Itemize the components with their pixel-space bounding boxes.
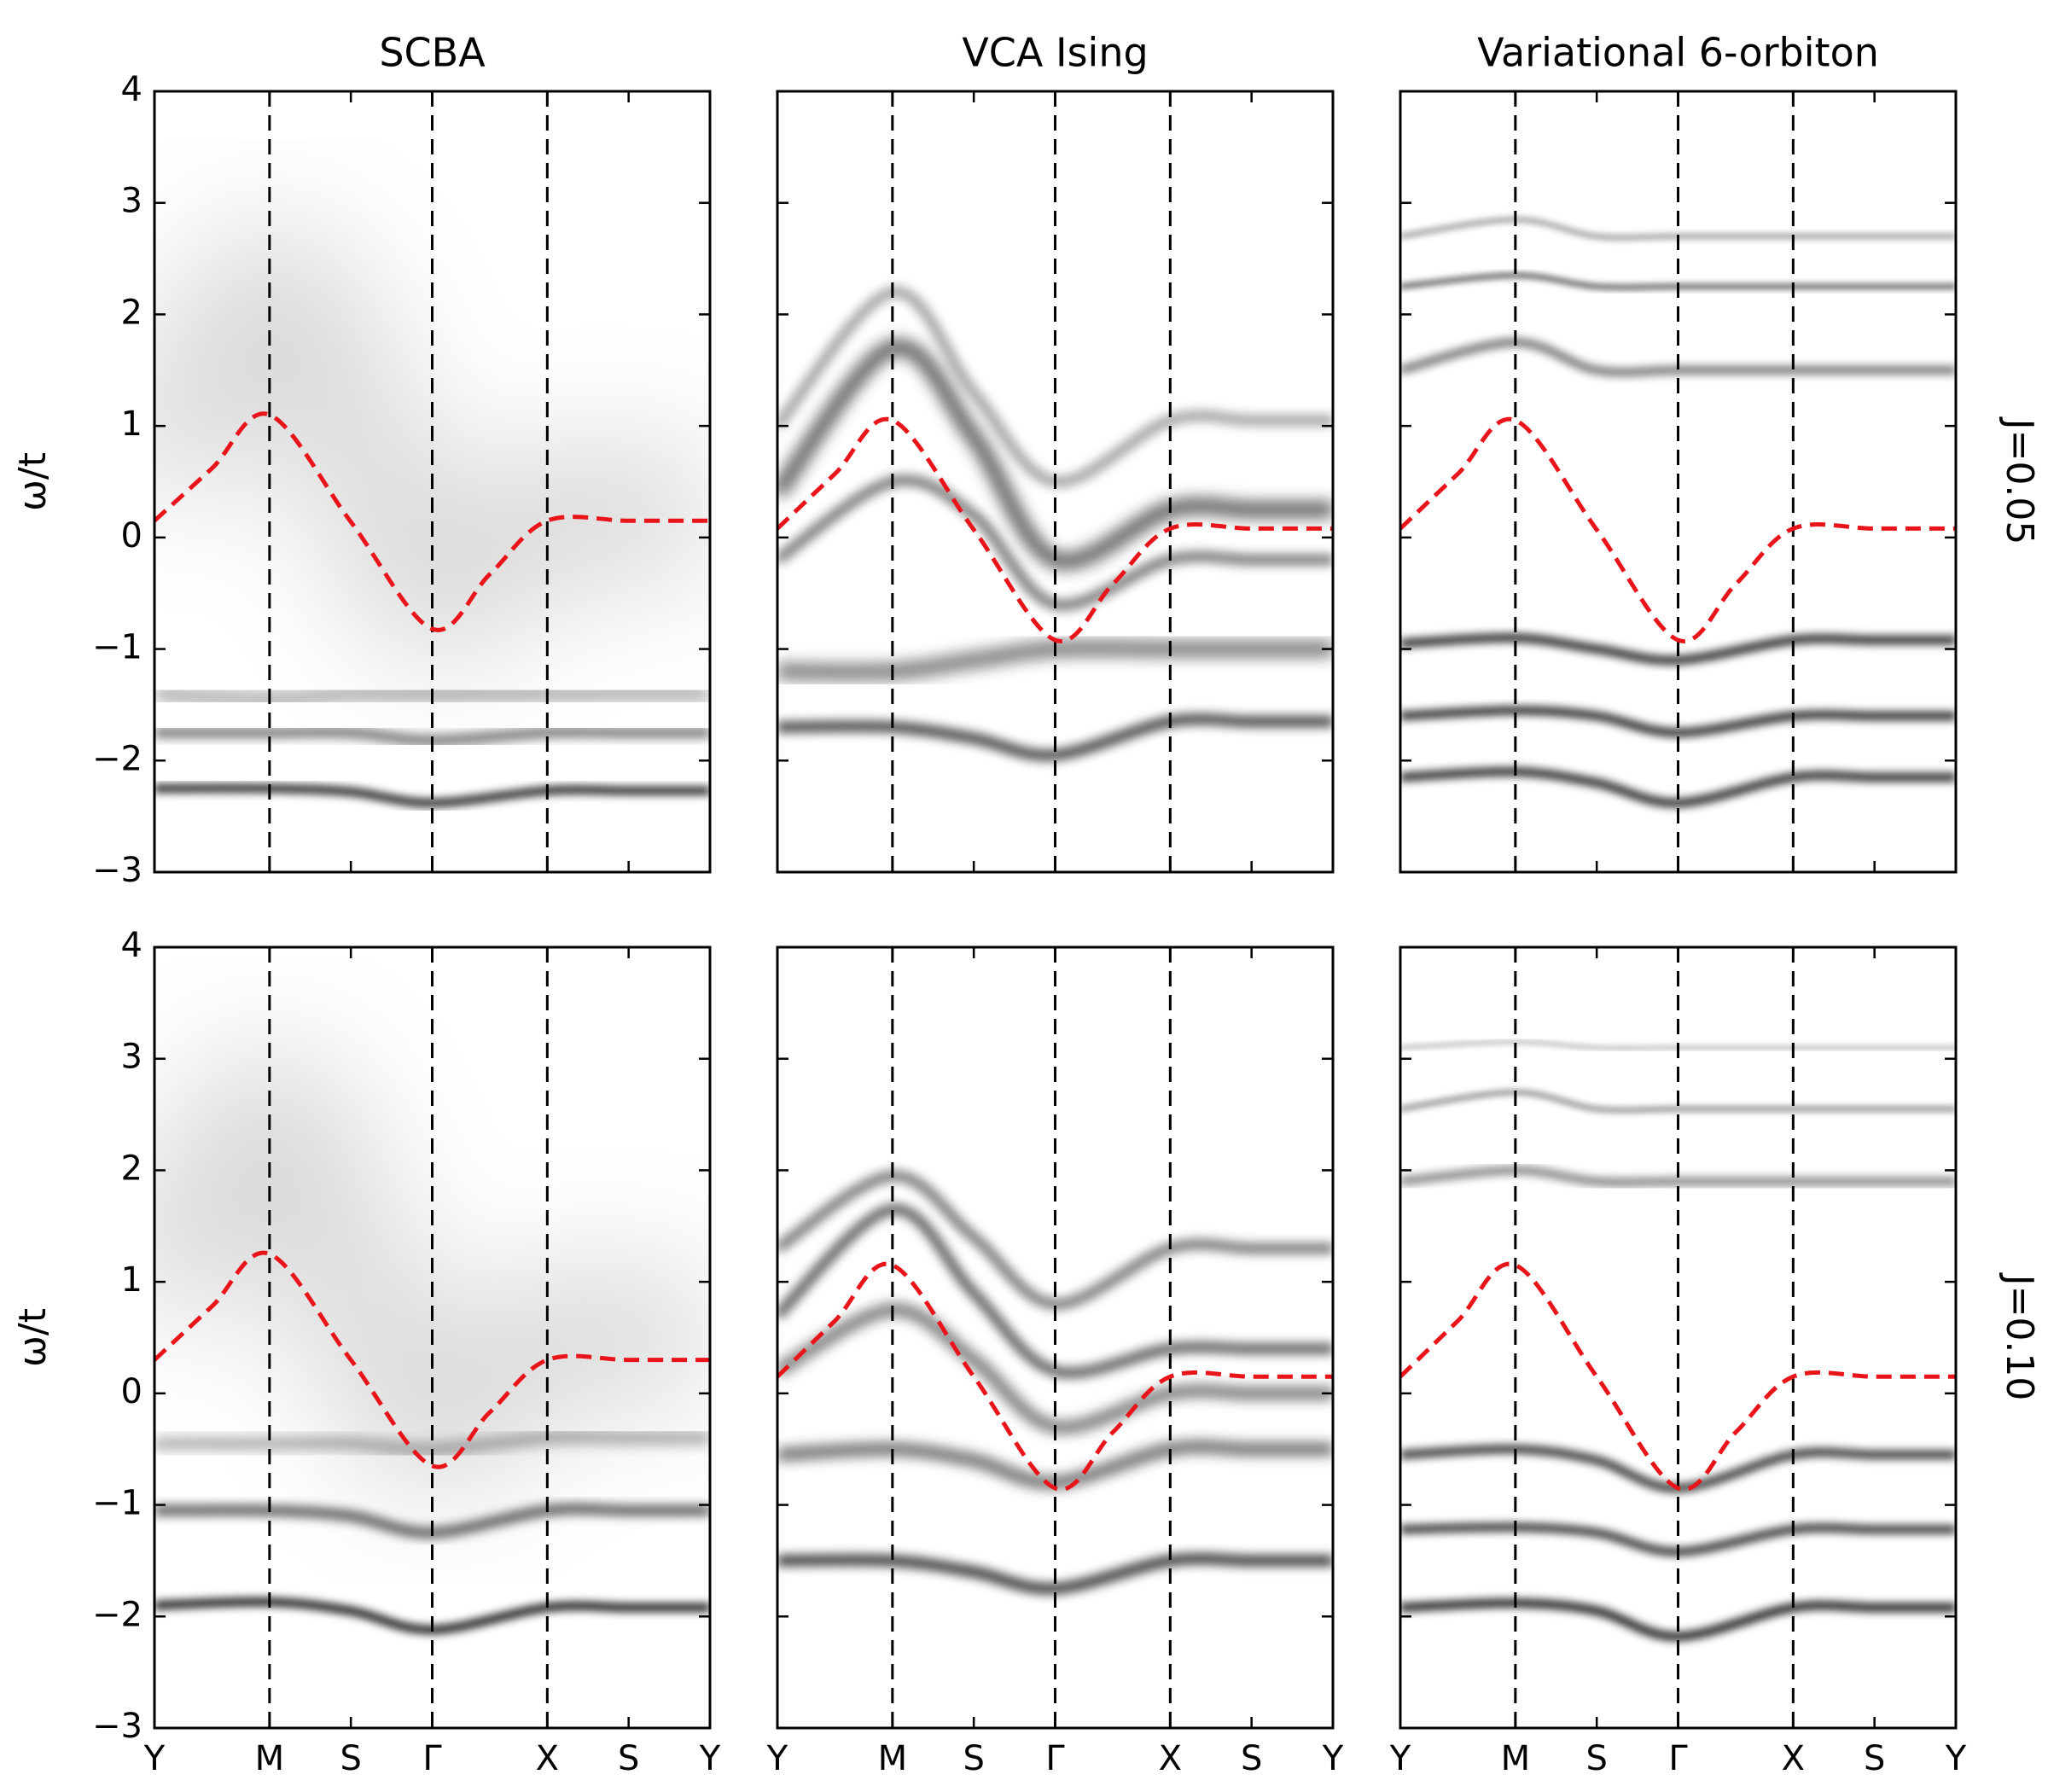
spectral-band xyxy=(777,286,1333,488)
y-tick-label: 2 xyxy=(121,293,143,332)
y-tick-label: −3 xyxy=(92,1707,143,1746)
plot-area xyxy=(777,91,1333,872)
panel: Y M S Γ X S Y J=0.10 xyxy=(1389,945,2041,1778)
y-tick-label: −2 xyxy=(92,739,143,778)
y-tick-label: −3 xyxy=(92,851,143,890)
plot-area xyxy=(777,947,1333,1728)
dispersion-line xyxy=(154,1250,710,1469)
spectral-band xyxy=(1400,1089,1956,1114)
dispersion-line xyxy=(1400,416,1956,643)
spectral-band xyxy=(777,713,1333,761)
y-tick-label: 0 xyxy=(121,1372,143,1411)
spectral-band xyxy=(1400,633,1956,666)
y-tick-label: 3 xyxy=(121,182,143,221)
x-tick-label: Y xyxy=(1389,1739,1411,1778)
x-tick-label: X xyxy=(1159,1739,1182,1778)
y-tick-label: 1 xyxy=(121,404,143,444)
spectral-band xyxy=(777,1302,1333,1434)
x-tick-label: S xyxy=(1241,1739,1262,1778)
spectral-band xyxy=(1400,706,1956,737)
spectral-band xyxy=(777,1552,1333,1595)
x-tick-label: Y xyxy=(699,1739,721,1778)
row-label: J=0.10 xyxy=(1998,1272,2041,1401)
x-tick-label: Γ xyxy=(1668,1739,1688,1778)
y-tick-label: 4 xyxy=(121,70,143,109)
spectral-band xyxy=(1400,767,1956,808)
x-tick-label: Y xyxy=(1945,1739,1967,1778)
x-tick-label: Γ xyxy=(1045,1739,1065,1778)
y-axis-label: ω/t xyxy=(11,1308,55,1367)
x-tick-label: M xyxy=(878,1739,908,1778)
panel: Variational 6-orbiton J=0.05 xyxy=(1399,30,2041,874)
panel: −3 −2 −1 0 1 2 3 4 SCBA ω/t xyxy=(11,30,712,890)
y-tick-label: 3 xyxy=(121,1038,143,1077)
spectral-band xyxy=(1400,337,1956,377)
plot-area xyxy=(154,947,710,1728)
panel-title: SCBA xyxy=(379,30,486,76)
x-tick-label: S xyxy=(1864,1739,1885,1778)
y-tick-label: −2 xyxy=(92,1595,143,1634)
panel-title: Variational 6-orbiton xyxy=(1477,30,1879,76)
spectral-band xyxy=(154,783,710,808)
y-axis-label: ω/t xyxy=(11,452,55,511)
panel: −3 −2 −1 0 1 2 3 4 Y M S Γ X S Yω/t xyxy=(11,926,721,1778)
spectral-band xyxy=(777,474,1333,611)
x-tick-label: Γ xyxy=(422,1739,442,1778)
dispersion-line xyxy=(777,1261,1333,1492)
y-tick-label: −1 xyxy=(92,628,143,667)
x-tick-label: X xyxy=(1782,1739,1805,1778)
dispersion-line xyxy=(154,411,710,632)
y-tick-label: 1 xyxy=(121,1260,143,1300)
x-tick-label: S xyxy=(618,1739,639,1778)
spectral-band xyxy=(777,338,1333,570)
x-tick-label: X xyxy=(536,1739,559,1778)
x-tick-label: Y xyxy=(766,1739,788,1778)
x-tick-label: Y xyxy=(1322,1739,1344,1778)
x-tick-label: S xyxy=(340,1739,361,1778)
panel-title: VCA Ising xyxy=(962,30,1148,76)
x-tick-label: S xyxy=(1585,1739,1607,1778)
spectral-band xyxy=(154,224,710,662)
y-tick-label: −1 xyxy=(92,1484,143,1523)
y-tick-label: 0 xyxy=(121,516,143,556)
spectral-band xyxy=(777,1203,1333,1379)
row-label: J=0.05 xyxy=(1998,416,2041,545)
spectral-band xyxy=(777,1170,1333,1310)
x-tick-label: M xyxy=(255,1739,285,1778)
panel: VCA Ising xyxy=(776,30,1335,874)
spectral-band xyxy=(1400,1598,1956,1642)
plot-area xyxy=(154,91,710,872)
dispersion-line xyxy=(777,416,1333,643)
y-tick-label: 2 xyxy=(121,1149,143,1188)
spectral-band xyxy=(1400,1166,1956,1187)
plot-area xyxy=(1400,91,1956,872)
dispersion-line xyxy=(1400,1261,1956,1492)
spectral-band xyxy=(154,1048,710,1494)
plot-area xyxy=(1400,947,1956,1728)
x-tick-label: S xyxy=(963,1739,984,1778)
x-tick-label: Y xyxy=(143,1739,166,1778)
x-tick-label: M xyxy=(1501,1739,1531,1778)
y-tick-label: 4 xyxy=(121,926,143,965)
